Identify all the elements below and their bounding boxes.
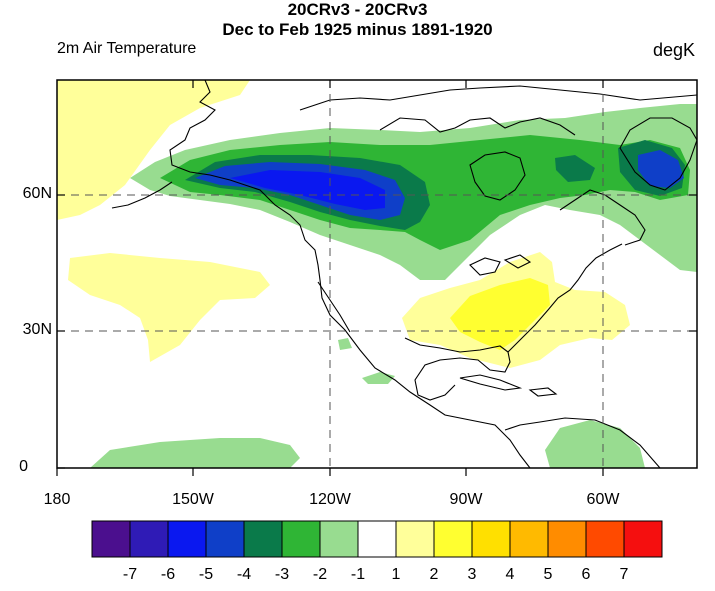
subtitle: Dec to Feb 1925 minus 1891-1920 (222, 20, 493, 39)
anomaly-shading (57, 80, 697, 468)
ytick-label-30n: 30N (22, 321, 52, 338)
cold-anomaly-hudson-inner (555, 155, 595, 182)
colorbar-label: 6 (581, 566, 591, 583)
warm-anomaly-pacific (68, 253, 270, 362)
coast-hispaniola (528, 387, 558, 397)
coast-arctic-archipelago (379, 117, 576, 136)
colorbar-box-3 (167, 520, 207, 558)
xtick-label-150w: 150W (172, 491, 214, 508)
colorbar-box-5 (243, 520, 283, 558)
colorbar-label: -2 (312, 566, 328, 583)
map-frame (56, 79, 698, 469)
coast-aleutians (111, 181, 173, 209)
colorbar-box-12 (509, 520, 549, 558)
cold-anomaly-east-core (638, 150, 684, 188)
colorbar-box-15 (623, 520, 663, 558)
cold-anomaly-core (230, 170, 385, 210)
variable-label: 2m Air Temperature (57, 40, 197, 57)
colorbar-box-4 (205, 520, 245, 558)
colorbar-box-2 (129, 520, 169, 558)
warm-anomaly-core (450, 278, 550, 350)
colorbar-label: -4 (236, 566, 252, 583)
coast-greenland (619, 117, 697, 191)
colorbar-label: -1 (350, 566, 366, 583)
colorbar (91, 520, 663, 558)
colorbar-box-9 (395, 520, 435, 558)
colorbar-label: 4 (505, 566, 515, 583)
colorbar-label: -3 (274, 566, 290, 583)
ytick-label-0: 0 (19, 458, 28, 475)
colorbar-label: 7 (619, 566, 629, 583)
coast-cuba (459, 374, 523, 391)
colorbar-box-14 (585, 520, 625, 558)
main-title: 20CRv3 - 20CRv3 (287, 0, 428, 19)
coastlines (111, 80, 697, 468)
xtick-label-120w: 120W (309, 491, 351, 508)
coast-labrador (559, 189, 646, 246)
colorbar-label: 5 (543, 566, 553, 583)
colorbar-box-8 (357, 520, 397, 558)
colorbar-box-6 (281, 520, 321, 558)
colorbar-box-10 (433, 520, 473, 558)
coast-baja (317, 281, 351, 333)
colorbar-label: -7 (122, 566, 138, 583)
colorbar-label: -5 (198, 566, 214, 583)
colorbar-box-13 (547, 520, 587, 558)
coast-arctic-islands (299, 85, 697, 111)
coast-alaska-pacific (169, 80, 531, 468)
colorbar-label: 3 (467, 566, 477, 583)
coast-gulf-mexico (404, 337, 511, 401)
colorbar-box-11 (471, 520, 511, 558)
colorbar-label: 2 (429, 566, 439, 583)
xtick-label-180: 180 (43, 491, 71, 508)
coast-great-lakes (469, 254, 532, 276)
units-label: degK (652, 40, 695, 60)
colorbar-label: -6 (160, 566, 176, 583)
cold-anomaly-mexico (338, 338, 352, 350)
colorbar-box-1 (91, 520, 131, 558)
xtick-label-90w: 90W (449, 491, 483, 508)
axis-ticks (56, 80, 697, 476)
cold-anomaly-east-pacific (90, 438, 300, 468)
cold-anomaly-south-america (545, 420, 645, 468)
colorbar-label: 1 (391, 566, 401, 583)
coast-south-america (504, 417, 661, 468)
colorbar-box-7 (319, 520, 359, 558)
coast-hudson-bay (469, 151, 526, 201)
xtick-label-60w: 60W (586, 491, 620, 508)
ytick-label-60n: 60N (22, 185, 52, 202)
warm-anomaly-alaska-west (57, 80, 250, 220)
coast-atlantic-us (507, 243, 623, 353)
graticule (57, 80, 697, 468)
